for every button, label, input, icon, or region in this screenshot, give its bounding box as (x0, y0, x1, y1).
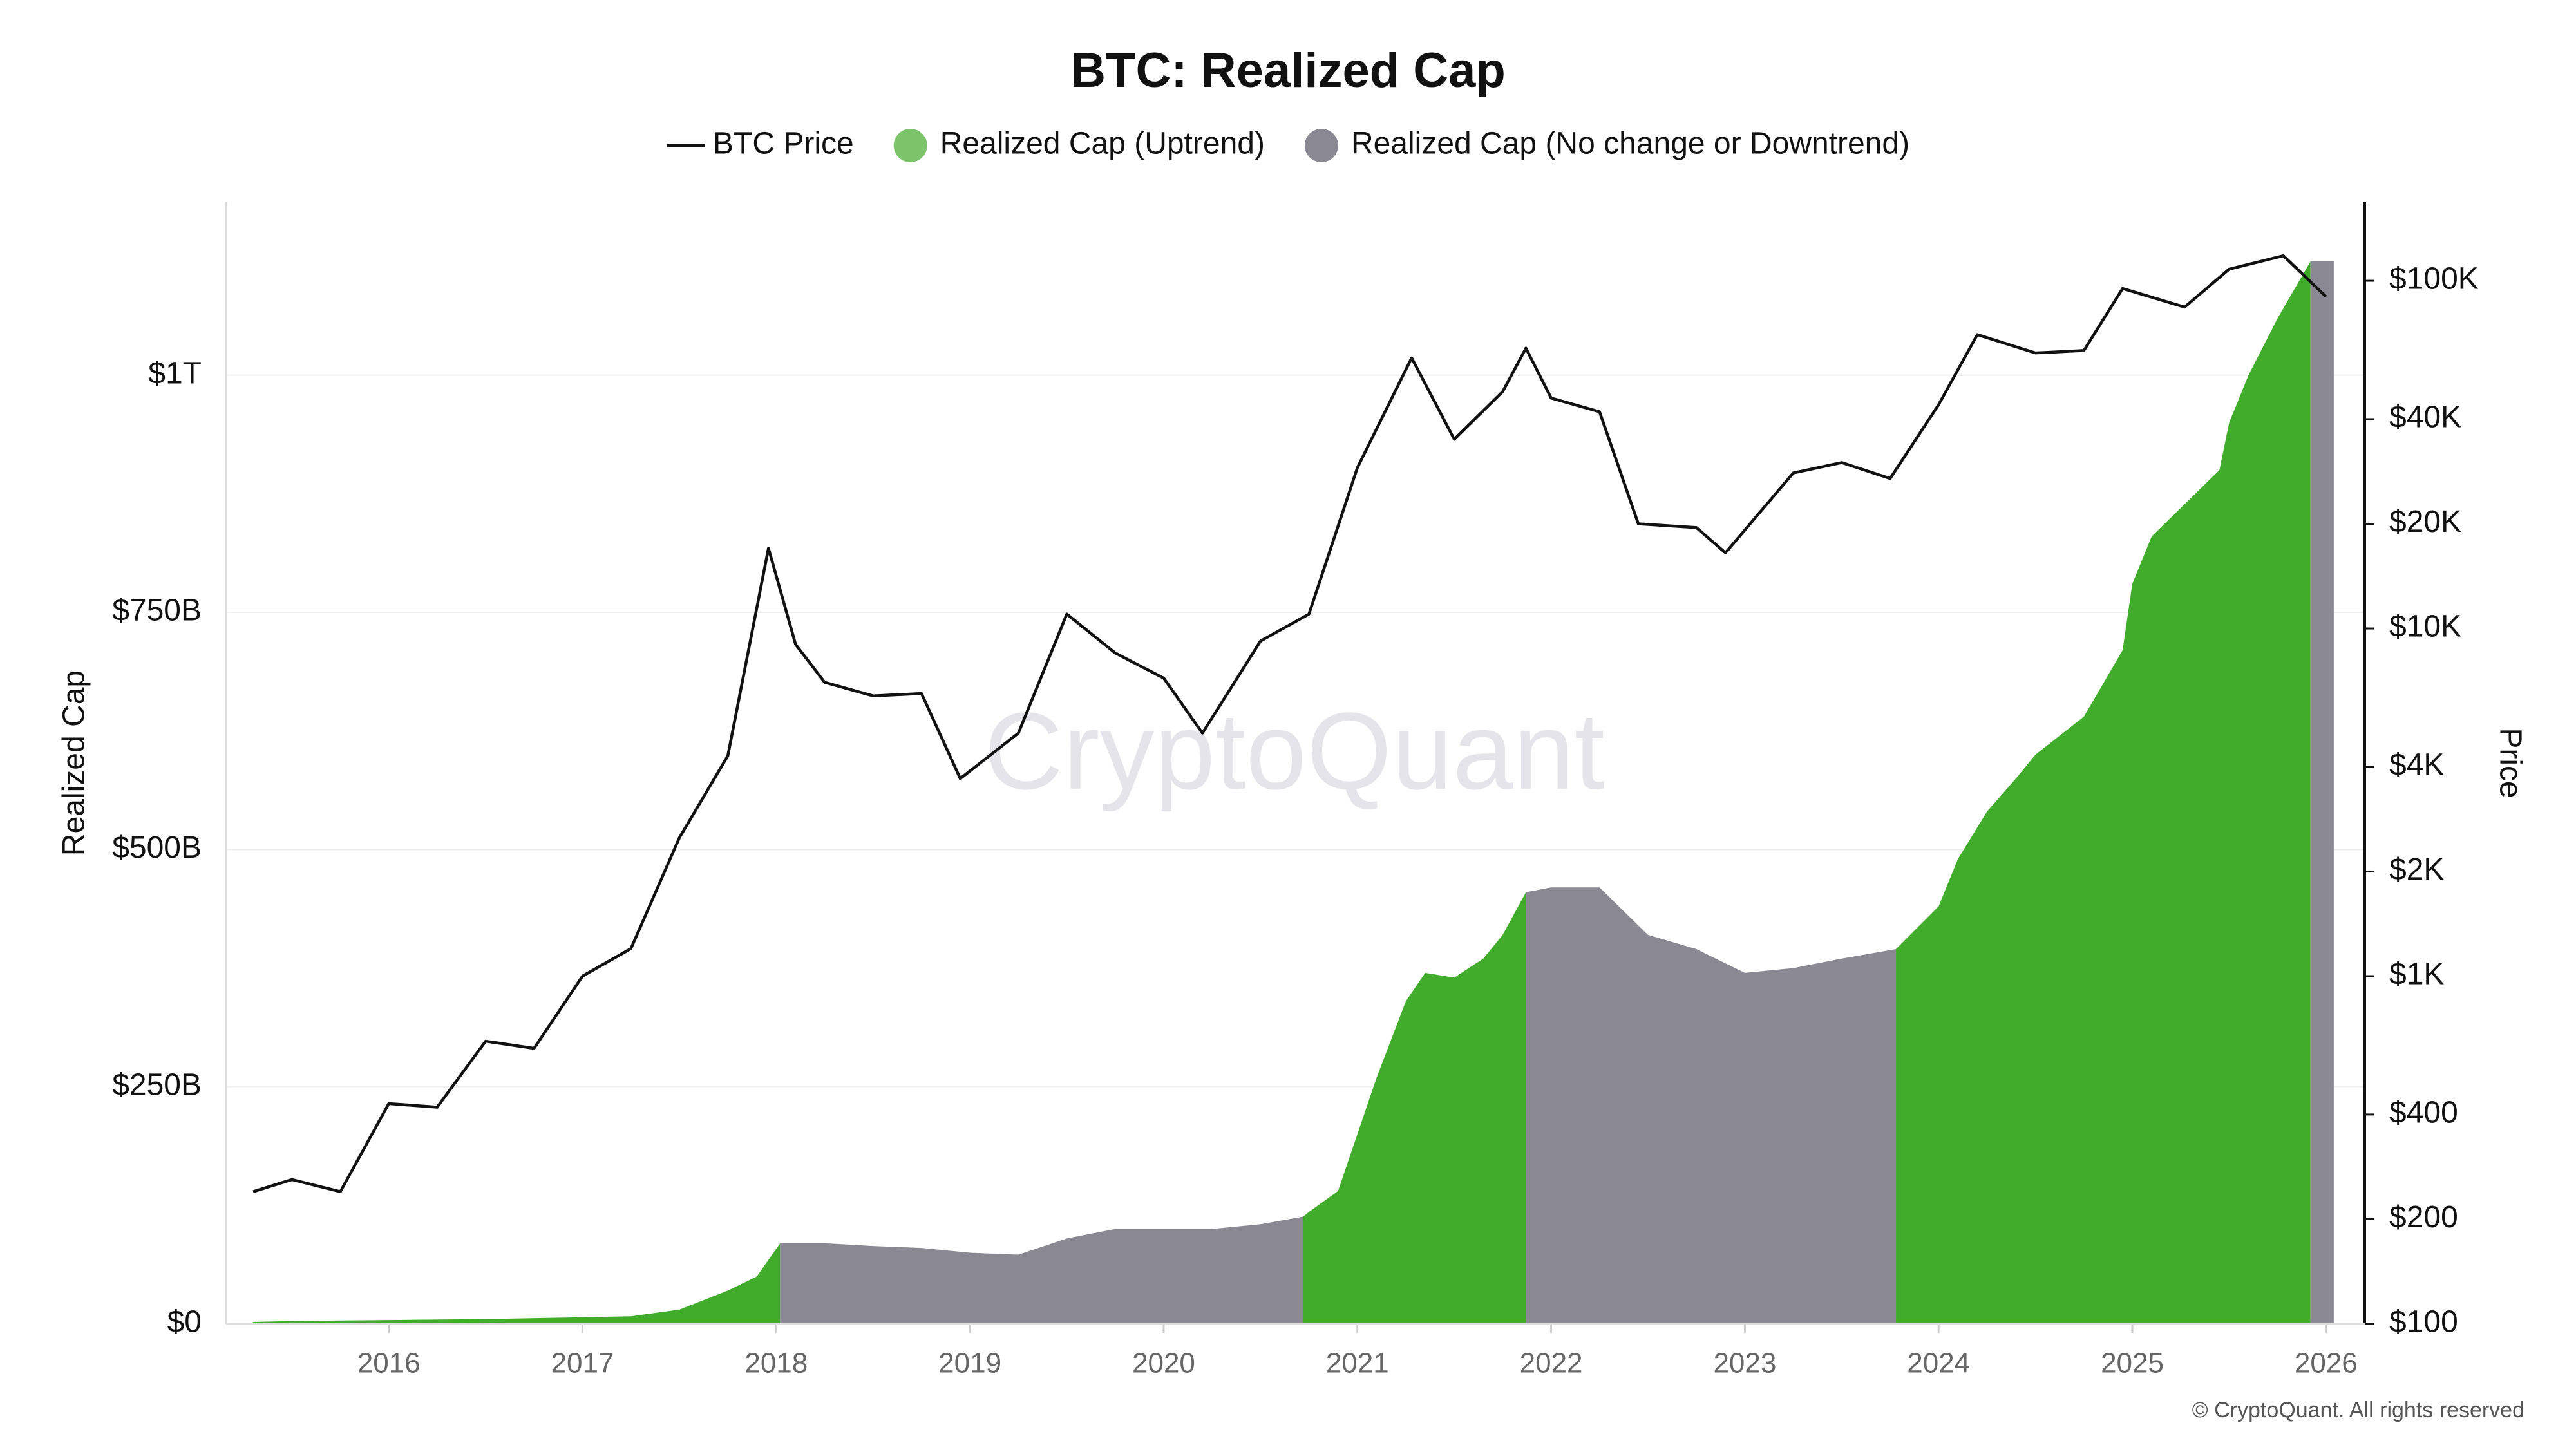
legend-swatch (1304, 129, 1338, 162)
y2-tick-label: $2K (2389, 853, 2444, 887)
y2-tick-label: $100 (2389, 1305, 2458, 1339)
x-tick-label: 2026 (2295, 1348, 2358, 1379)
y2-tick-label: $4K (2389, 748, 2444, 782)
y-tick-label: $0 (167, 1305, 202, 1339)
credit: © CryptoQuant. All rights reserved (2192, 1398, 2524, 1422)
y2-axis-title: Price (2493, 728, 2527, 798)
y-tick-label: $500B (112, 831, 202, 865)
y-tick-label: $1T (148, 356, 202, 390)
x-tick-label: 2022 (1520, 1348, 1583, 1379)
x-tick-label: 2017 (551, 1348, 614, 1379)
y-axis-title: Realized Cap (57, 670, 91, 856)
y2-tick-label: $20K (2389, 505, 2461, 539)
watermark: CryptoQuant (984, 690, 1605, 813)
x-tick-label: 2016 (357, 1348, 421, 1379)
y2-tick-label: $200 (2389, 1200, 2458, 1234)
chart-title: BTC: Realized Cap (1070, 43, 1506, 98)
y-tick-label: $750B (112, 594, 202, 628)
legend-label: Realized Cap (No change or Downtrend) (1351, 127, 1909, 161)
area (780, 261, 2334, 1324)
y2-tick-label: $400 (2389, 1096, 2458, 1130)
x-tick-label: 2023 (1713, 1348, 1776, 1379)
y-tick-label: $250B (112, 1068, 202, 1102)
area (253, 261, 2311, 1324)
x-tick-label: 2019 (938, 1348, 1001, 1379)
x-tick-label: 2021 (1326, 1348, 1389, 1379)
x-tick-label: 2020 (1132, 1348, 1195, 1379)
legend-label: Realized Cap (Uptrend) (940, 127, 1265, 161)
y2-tick-label: $10K (2389, 610, 2461, 644)
x-tick-label: 2018 (744, 1348, 808, 1379)
price-line (252, 254, 2327, 1193)
legend-swatch (893, 129, 927, 162)
legend: BTC Price Realized Cap (Uptrend) Realized … (667, 127, 1909, 162)
legend-label: BTC Price (713, 127, 854, 161)
x-tick-label: 2024 (1907, 1348, 1970, 1379)
y2-tick-label: $100K (2389, 262, 2479, 296)
x-tick-label: 2025 (2101, 1348, 2164, 1379)
y2-tick-label: $1K (2389, 957, 2444, 992)
y2-tick-label: $40K (2389, 401, 2461, 435)
